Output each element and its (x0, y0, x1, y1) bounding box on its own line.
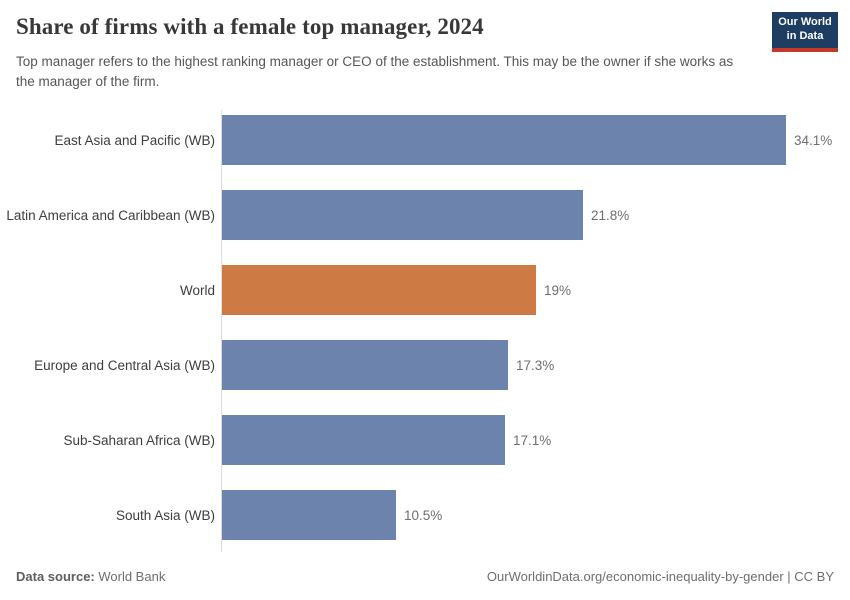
category-label-sub-saharan-africa-wb[interactable]: Sub-Saharan Africa (WB) (63, 432, 215, 448)
chart-title: Share of firms with a female top manager… (16, 14, 484, 39)
owid-logo-line1: Our World (778, 16, 832, 29)
category-label-world[interactable]: World (179, 282, 215, 298)
bar-row-europe-and-central-asia-wb: Europe and Central Asia (WB) 17.3% (0, 340, 850, 390)
bar-area: 21.8% (222, 190, 850, 240)
owid-logo-line2: in Data (786, 30, 824, 42)
bar-area: 17.3% (222, 340, 850, 390)
bar-row-world: World 19% (0, 265, 850, 315)
bar-area: 34.1% (222, 115, 850, 165)
bar-value-label: 10.5% (404, 507, 443, 523)
bar-area: 19% (222, 265, 850, 315)
y-axis-line (221, 110, 222, 552)
chart-footer: Data source: World Bank OurWorldinData.o… (16, 569, 834, 584)
bar-rows: East Asia and Pacific (WB) 34.1% Latin Ame… (0, 115, 850, 565)
bar-value-label: 19% (544, 282, 572, 298)
bar-area: 10.5% (222, 490, 850, 540)
chart-subtitle: Top manager refers to the highest rankin… (16, 54, 734, 89)
category-label-south-asia-wb[interactable]: South Asia (WB) (115, 507, 215, 523)
bar-row-east-asia-and-pacific-wb: East Asia and Pacific (WB) 34.1% (0, 115, 850, 165)
data-source-label: Data source: (16, 569, 95, 584)
bar-row-latin-america-and-caribbean-wb: Latin America and Caribbean (WB) 21.8% (0, 190, 850, 240)
bar-europe-and-central-asia-wb[interactable] (222, 340, 508, 390)
bar-world[interactable] (222, 265, 536, 315)
bar-value-label: 34.1% (794, 132, 833, 148)
bar-area: 17.1% (222, 415, 850, 465)
bar-row-sub-saharan-africa-wb: Sub-Saharan Africa (WB) 17.1% (0, 415, 850, 465)
bar-sub-saharan-africa-wb[interactable] (222, 415, 505, 465)
bar-east-asia-and-pacific-wb[interactable] (222, 115, 786, 165)
bar-value-label: 17.1% (513, 432, 552, 448)
data-source-value: World Bank (94, 569, 166, 584)
bar-south-asia-wb[interactable] (222, 490, 396, 540)
owid-url-license-link[interactable]: OurWorldinData.org/economic-inequality-b… (486, 569, 834, 584)
bar-value-label: 17.3% (516, 357, 555, 373)
bar-value-label: 21.8% (591, 207, 630, 223)
data-source-note: Data source: World Bank (16, 569, 165, 584)
bar-latin-america-and-caribbean-wb[interactable] (222, 190, 583, 240)
bar-row-south-asia-wb: South Asia (WB) 10.5% (0, 490, 850, 540)
category-label-europe-and-central-asia-wb[interactable]: Europe and Central Asia (WB) (34, 357, 215, 373)
category-label-east-asia-and-pacific-wb[interactable]: East Asia and Pacific (WB) (54, 132, 215, 148)
owid-logo[interactable]: Our World in Data (772, 12, 838, 52)
category-label-latin-america-and-caribbean-wb[interactable]: Latin America and Caribbean (WB) (6, 207, 215, 223)
